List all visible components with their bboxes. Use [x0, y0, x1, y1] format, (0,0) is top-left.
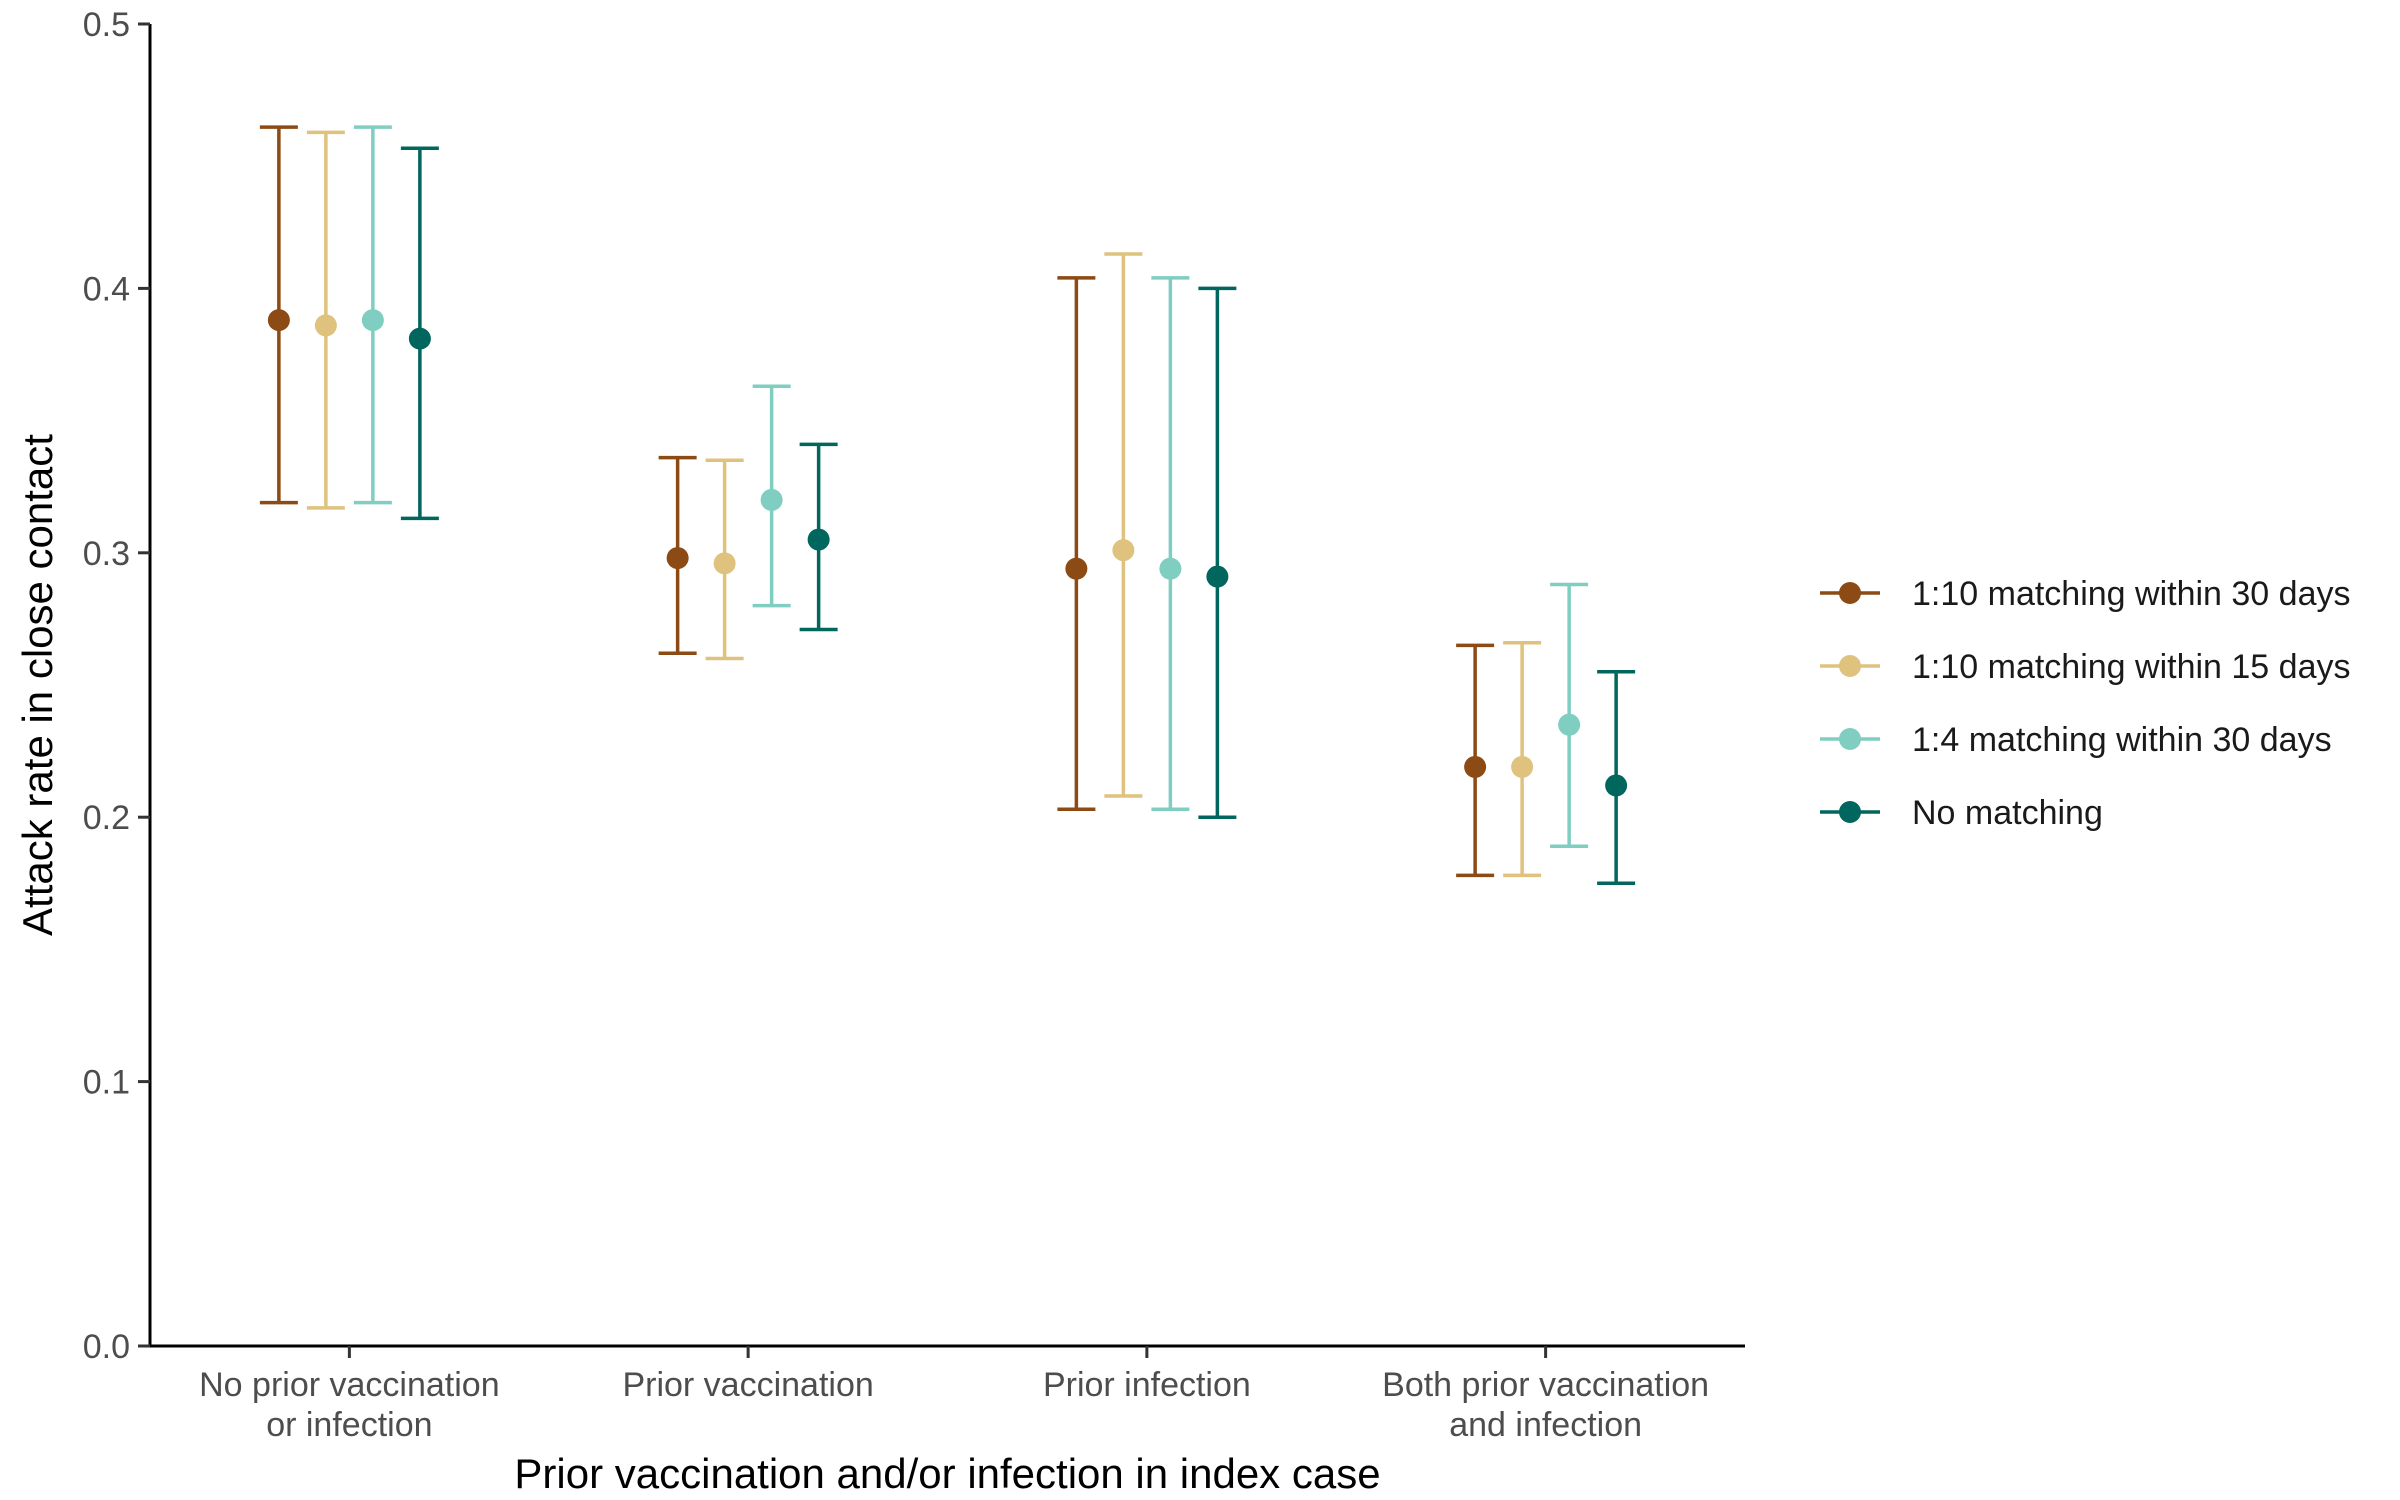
legend-item: 1:4 matching within 30 days — [1820, 721, 2332, 759]
data-point — [1511, 755, 1534, 778]
series-2 — [353, 125, 1589, 849]
y-tick-label: 0.4 — [83, 270, 130, 308]
y-tick-label: 0.2 — [83, 799, 130, 837]
legend: 1:10 matching within 30 days 1:10 matchin… — [1820, 575, 2350, 832]
data-point — [713, 552, 736, 575]
legend-label: 1:10 matching within 15 days — [1912, 648, 2350, 686]
data-point — [314, 314, 337, 337]
data-point — [666, 547, 689, 570]
series-1 — [306, 130, 1542, 878]
legend-marker — [1839, 728, 1861, 750]
data-point — [1206, 565, 1229, 588]
series-0 — [259, 125, 1495, 878]
legend-marker — [1839, 655, 1861, 677]
data-point — [807, 528, 830, 551]
x-tick-label: Prior infection — [1043, 1366, 1251, 1404]
y-tick-label: 0.5 — [83, 6, 130, 44]
series-3 — [400, 146, 1636, 886]
legend-label: 1:10 matching within 30 days — [1912, 575, 2350, 613]
x-tick-label: Both prior vaccination — [1382, 1366, 1709, 1404]
y-tick-label: 0.1 — [83, 1064, 130, 1102]
x-tick-label: No prior vaccination — [199, 1366, 499, 1404]
plot-area — [259, 125, 1636, 886]
legend-marker — [1839, 801, 1861, 823]
data-point — [1558, 713, 1581, 736]
y-axis-ticks: 0.0 0.1 0.2 0.3 0.4 0.5 — [83, 6, 150, 1366]
data-point — [1159, 557, 1182, 580]
legend-item: 1:10 matching within 15 days — [1820, 648, 2350, 686]
data-point — [760, 488, 783, 511]
data-point — [408, 327, 431, 350]
x-tick-label: Prior vaccination — [622, 1366, 873, 1404]
x-tick-label: and infection — [1449, 1406, 1642, 1444]
x-axis-title: Prior vaccination and/or infection in in… — [514, 1450, 1380, 1497]
data-point — [1464, 755, 1487, 778]
legend-label: No matching — [1912, 794, 2103, 832]
data-point — [1112, 539, 1135, 562]
x-tick-label: or infection — [266, 1406, 432, 1444]
y-tick-label: 0.0 — [83, 1328, 130, 1366]
legend-label: 1:4 matching within 30 days — [1912, 721, 2332, 759]
data-point — [361, 309, 384, 332]
legend-item: No matching — [1820, 794, 2103, 832]
y-axis-title: Attack rate in close contact — [14, 434, 61, 936]
data-point — [1065, 557, 1088, 580]
legend-item: 1:10 matching within 30 days — [1820, 575, 2350, 613]
y-tick-label: 0.3 — [83, 535, 130, 573]
data-point — [267, 309, 290, 332]
data-point — [1605, 774, 1628, 797]
legend-marker — [1839, 582, 1861, 604]
